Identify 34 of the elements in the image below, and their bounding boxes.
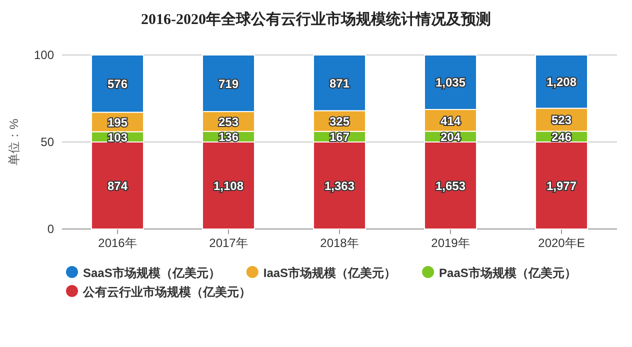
annotation: 1,977 [546,179,577,193]
annotation: 103 [107,130,128,144]
annotation: 253 [218,114,239,129]
x-tick-label: 2018年 [320,236,359,250]
annotation: 414 [440,114,461,128]
annotation: 204 [440,130,461,144]
annotation: 719 [218,76,239,91]
annotation: 523 [551,113,572,128]
annotation: 576 [107,77,128,92]
annotation: 1,208 [546,75,577,90]
legend-label: SaaS市场规模（亿美元） [83,266,220,280]
annotation: 246 [551,130,572,144]
chart-title: 2016-2020年全球公有云行业市场规模统计情况及预测 [141,10,491,28]
x-tick-label: 2020年E [538,236,585,250]
legend-label: PaaS市场规模（亿美元） [439,266,576,280]
annotation: 1,108 [213,179,244,193]
legend-label: IaaS市场规模（亿美元） [263,266,396,280]
x-tick-label: 2019年 [431,236,470,250]
annotation: 1,363 [324,179,355,193]
annotation: 1,035 [435,76,466,90]
annotation: 874 [107,179,128,193]
x-tick-label: 2017年 [209,236,248,250]
annotation: 167 [329,130,350,144]
annotation: 871 [329,76,350,90]
annotation: 195 [107,115,128,130]
annotation: 136 [218,130,239,144]
y-axis-title: 单位：% [7,118,21,166]
y-tick-label: 0 [47,222,54,236]
annotation: 1,653 [435,179,466,193]
legend-label: 公有云行业市场规模（亿美元） [82,285,251,299]
y-tick-label: 100 [34,48,54,62]
annotation: 325 [329,114,350,129]
x-tick-label: 2016年 [98,236,137,250]
y-tick-label: 50 [40,135,54,149]
